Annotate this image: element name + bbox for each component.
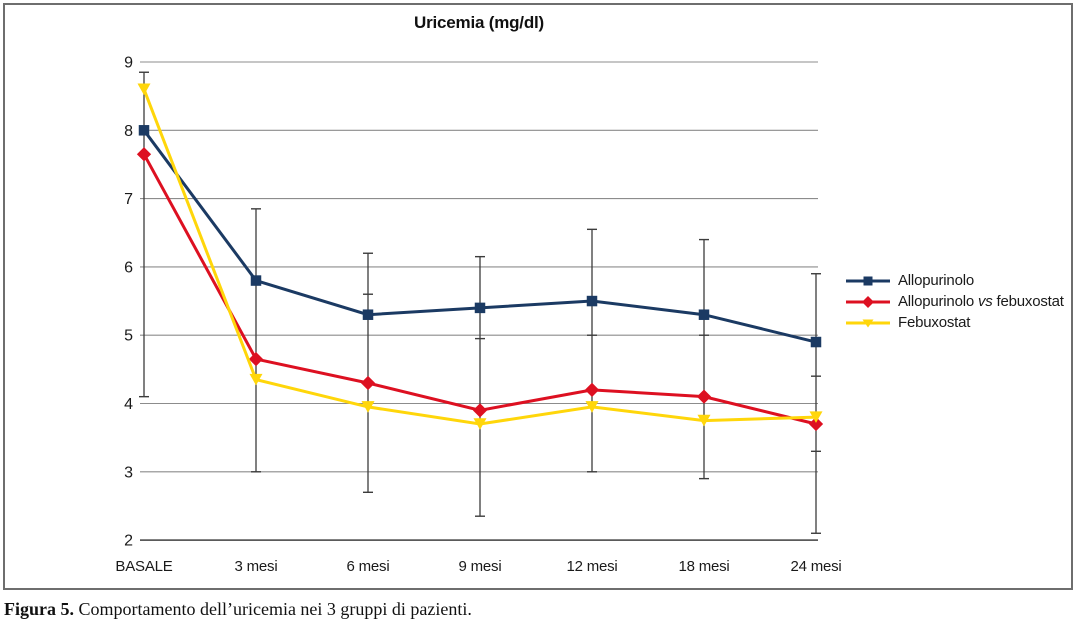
marker-square <box>810 336 822 348</box>
chart-frame <box>3 3 1073 590</box>
x-category-label: 3 mesi <box>235 558 278 575</box>
marker-triangle-down <box>361 401 375 413</box>
legend-label: Allopurinolo vs febuxostat <box>898 293 1064 310</box>
y-tick-label: 7 <box>124 191 133 208</box>
y-tick-label: 8 <box>124 123 133 140</box>
marker-diamond <box>472 403 488 418</box>
marker-square <box>586 295 598 307</box>
x-category-label: 9 mesi <box>459 558 502 575</box>
marker-square <box>138 125 150 136</box>
x-category-label: 18 mesi <box>678 558 729 575</box>
line-chart-canvas: 9 8 7 6 5 4 3 2 BASALE 3 mesi 6 mesi 9 mesi 12 mesi 1… <box>115 55 841 576</box>
y-tick-label: 2 <box>124 533 133 550</box>
marker-square <box>362 309 374 320</box>
legend-entry: Allopurinolo vs febuxostat <box>846 291 1064 312</box>
y-tick-label: 4 <box>124 396 133 413</box>
chart-title: Uricemia (mg/dl) <box>414 13 544 32</box>
y-tick-label: 9 <box>124 55 133 72</box>
x-category-label: 12 mesi <box>566 558 617 575</box>
legend-label: Febuxostat <box>898 314 971 331</box>
marker-triangle-down <box>585 401 599 413</box>
marker-triangle-down <box>249 373 263 386</box>
marker-triangle-down <box>473 418 487 430</box>
legend-entry: Febuxostat <box>846 312 1064 333</box>
x-category-label: 24 mesi <box>790 558 841 575</box>
y-tick-label: 3 <box>124 464 133 481</box>
legend-triangle-down-icon <box>846 319 890 327</box>
marker-diamond <box>808 416 824 432</box>
marker-diamond <box>696 389 712 404</box>
marker-square <box>250 275 262 286</box>
chart-legend: Allopurinolo Allopurinolo vs febuxostat Fe… <box>846 270 1064 333</box>
legend-diamond-icon <box>846 295 890 308</box>
figure-caption: Figura 5. Comportamento dell’uricemia ne… <box>4 599 472 620</box>
marker-triangle-down <box>809 411 823 423</box>
marker-diamond <box>360 375 376 391</box>
x-category-label: BASALE <box>115 558 172 575</box>
legend-label: Allopurinolo <box>898 272 974 289</box>
marker-square <box>474 302 486 314</box>
x-category-label: 6 mesi <box>347 558 390 575</box>
figure-caption-text: Comportamento dell’uricemia nei 3 gruppi… <box>78 599 472 619</box>
marker-diamond <box>136 147 152 162</box>
marker-triangle-down <box>137 83 151 96</box>
legend-entry: Allopurinolo <box>846 270 1064 291</box>
marker-square <box>698 309 710 320</box>
marker-triangle-down <box>697 414 711 427</box>
marker-diamond <box>584 382 600 397</box>
figure-caption-number: Figura 5. <box>4 599 74 619</box>
marker-diamond <box>248 351 264 367</box>
y-tick-label: 6 <box>124 259 133 276</box>
legend-square-icon <box>846 276 890 285</box>
y-tick-label: 5 <box>124 328 133 345</box>
